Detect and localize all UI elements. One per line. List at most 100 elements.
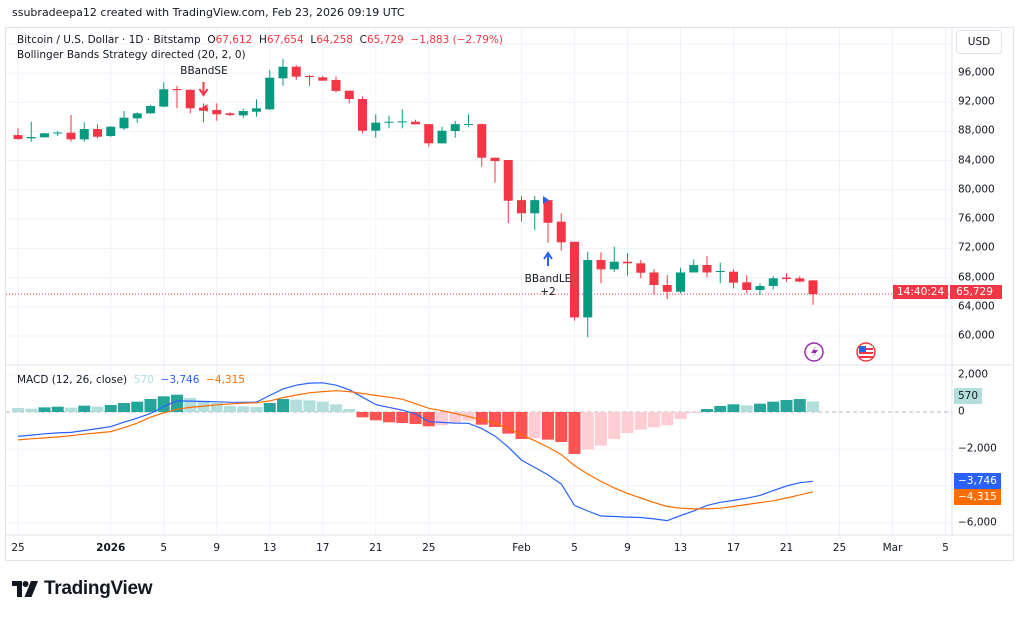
tradingview-logo[interactable]: TradingView <box>12 578 153 600</box>
macd-histogram-bar <box>661 412 674 426</box>
candle-body <box>662 285 672 292</box>
candle-body <box>185 89 195 109</box>
candle-body <box>768 278 778 286</box>
candle-body <box>689 265 699 273</box>
candle <box>464 114 473 127</box>
low-label: L <box>310 34 317 46</box>
macd-histogram-bar <box>330 404 342 412</box>
candle-body <box>583 260 593 318</box>
candle-body <box>172 89 182 91</box>
time-axis-label: 2026 <box>96 542 126 554</box>
macd-histogram-bar <box>727 404 740 412</box>
candle-body <box>305 75 314 78</box>
macd-axis-label: 0 <box>958 405 965 418</box>
price-axis-label: 96,000 <box>958 66 995 79</box>
candle <box>159 82 169 108</box>
macd-histogram-bar <box>65 407 77 412</box>
candle-body <box>265 77 275 110</box>
long-signal-label: BBandLE +2 <box>525 273 572 299</box>
candle-body <box>106 126 116 137</box>
candle-body <box>53 132 63 134</box>
candle-body <box>132 113 142 119</box>
time-axis-label: 5 <box>942 542 949 554</box>
candle <box>808 280 818 305</box>
macd-signal-axis-label: −4,315 <box>954 489 1001 505</box>
macd-histogram-bar <box>277 399 289 412</box>
us-flag-stripe <box>859 356 873 358</box>
macd-histogram-bar <box>250 407 263 412</box>
macd-histogram-bar <box>687 412 700 413</box>
candle <box>305 74 314 86</box>
candle-body <box>397 121 407 123</box>
macd-legend[interactable]: MACD (12, 26, close) 570 −3,746 −4,315 <box>17 374 245 386</box>
candle-body <box>26 137 36 139</box>
currency-button[interactable]: USD <box>956 30 1002 54</box>
candle-body <box>79 129 89 140</box>
macd-histogram-bar <box>475 412 488 425</box>
candle <box>93 124 102 139</box>
candle <box>212 103 222 121</box>
macd-histogram-bar <box>184 398 197 412</box>
low-value: 64,258 <box>316 34 353 46</box>
candle-body <box>278 66 288 79</box>
candle <box>331 76 341 93</box>
candle <box>676 267 685 294</box>
candle-body <box>384 121 394 123</box>
time-axis-label: 13 <box>263 542 277 554</box>
macd-histogram-bar <box>263 403 276 412</box>
strategy-legend[interactable]: Bollinger Bands Strategy directed (20, 2… <box>17 49 246 61</box>
time-axis-label: 5 <box>160 542 168 554</box>
candle <box>782 273 791 282</box>
macd-line-value: −3,746 <box>160 374 200 386</box>
candle <box>318 75 328 81</box>
macd-histogram-bar <box>542 412 554 440</box>
candle-body <box>424 124 434 144</box>
macd-histogram-bar <box>608 412 621 439</box>
candle-body <box>252 108 261 112</box>
open-value: 67,612 <box>215 34 253 46</box>
us-flag-canton <box>859 346 866 352</box>
long-signal-count: +2 <box>540 286 556 298</box>
macd-pane <box>12 382 819 522</box>
candle <box>185 89 195 114</box>
candle <box>729 269 738 289</box>
candle <box>702 256 712 278</box>
macd-histogram-bar <box>502 412 515 434</box>
candle-body <box>291 66 301 77</box>
candle <box>66 115 76 142</box>
change-value: −1,883 (−2.79%) <box>410 34 503 46</box>
high-value: 67,654 <box>266 34 304 46</box>
candle-body <box>344 90 354 100</box>
time-axis-label: 9 <box>213 542 221 554</box>
candle <box>689 259 699 273</box>
candle-body <box>66 132 76 140</box>
candle <box>265 70 275 111</box>
time-axis-label: 25 <box>832 542 847 554</box>
candle-body <box>755 285 765 290</box>
candle <box>450 121 460 138</box>
candle <box>53 131 63 136</box>
macd-histogram-bar <box>369 412 382 421</box>
short-signal-arrow-icon <box>198 82 209 97</box>
candle-body <box>623 261 632 264</box>
candle <box>530 196 540 231</box>
macd-histogram-bar <box>78 405 91 412</box>
open-label: O <box>207 34 216 46</box>
time-axis-label: 25 <box>11 542 25 554</box>
macd-line-axis-label: −3,746 <box>954 473 1001 489</box>
candle <box>132 112 142 123</box>
macd-axis-label: −2,000 <box>958 442 997 455</box>
macd-signal-value: −4,315 <box>206 374 245 386</box>
time-axis-label: 17 <box>726 542 741 554</box>
macd-histogram-bar <box>91 406 104 412</box>
candle-body <box>331 79 341 91</box>
candle-body <box>477 124 487 158</box>
long-entry-flag-icon <box>543 196 549 204</box>
candle <box>291 64 301 80</box>
macd-histogram-bar <box>754 403 766 412</box>
macd-histogram-bar <box>740 405 753 412</box>
macd-histogram-bar <box>674 412 687 419</box>
candle-body <box>715 270 725 272</box>
macd-histogram-bar <box>436 412 448 426</box>
